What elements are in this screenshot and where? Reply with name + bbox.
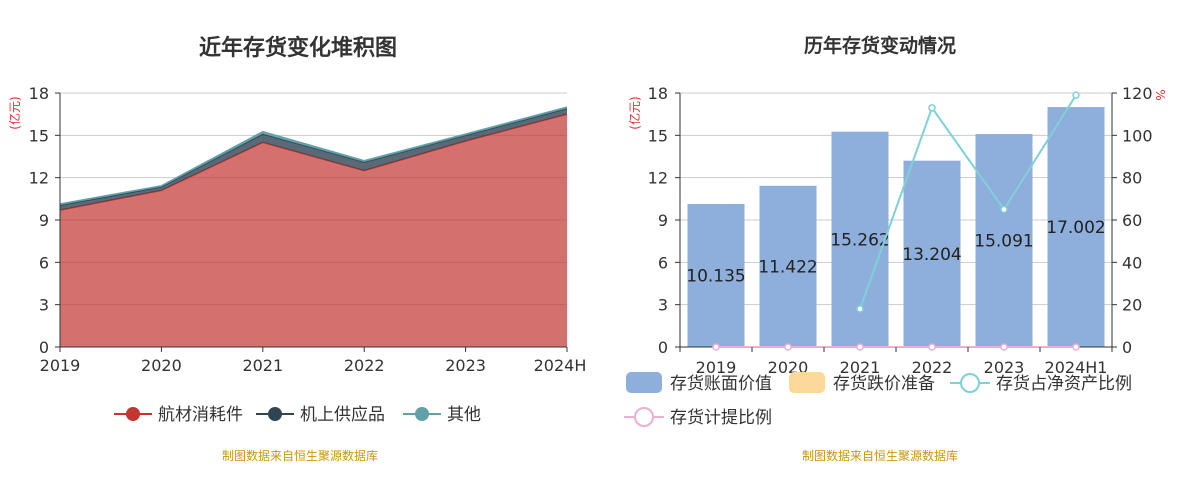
y-axis-unit: (亿元) bbox=[627, 96, 642, 129]
legend-label: 存货账面价值 bbox=[670, 374, 772, 394]
bar-value-label: 10.135 bbox=[686, 266, 745, 286]
data-source-note: 制图数据来自恒生聚源数据库 bbox=[802, 448, 958, 463]
point-net-asset-ratio bbox=[1000, 205, 1008, 214]
point-provision-ratio bbox=[1072, 343, 1080, 351]
chart-title: 历年存货变动情况 bbox=[804, 34, 956, 57]
x-tick-label: 2023 bbox=[445, 356, 486, 375]
y-tick-label: 12 bbox=[648, 169, 668, 188]
line-net-asset-ratio bbox=[859, 94, 1077, 310]
bar-inventory-book-value bbox=[903, 160, 961, 347]
bar-inventory-book-value bbox=[759, 185, 817, 347]
stacked-area-chart: 近年存货变化堆积图 (亿元) 0 3 6 9 12 15 18 2019 2020 2021 2022 2… bbox=[7, 35, 587, 463]
legend-label: 机上供应品 bbox=[300, 405, 385, 425]
x-tick-label: 2020 bbox=[141, 356, 182, 375]
bar-inventory-book-value bbox=[687, 203, 745, 347]
legend-label: 存货跌价准备 bbox=[833, 374, 935, 394]
bar-value-label: 13.204 bbox=[902, 245, 961, 265]
y-tick-label: 3 bbox=[658, 296, 668, 315]
y2-tick-label: 80 bbox=[1122, 169, 1142, 188]
y-axis-unit: (亿元) bbox=[7, 96, 22, 129]
y-tick-label: 12 bbox=[29, 169, 49, 188]
point-net-asset-ratio bbox=[1072, 91, 1080, 99]
x-tick-label: 2021 bbox=[242, 356, 283, 375]
legend-marker bbox=[960, 373, 980, 393]
x-tick-label: 2024H bbox=[534, 356, 587, 375]
y2-tick-label: 120 bbox=[1122, 84, 1153, 103]
x-tick-label: 2019 bbox=[696, 358, 737, 377]
y-tick-label: 6 bbox=[39, 253, 49, 272]
stacked-area-chart-panel: 近年存货变化堆积图 (亿元) 0 3 6 9 12 15 18 2019 2020 2021 2022 2… bbox=[0, 0, 596, 484]
y-tick-label: 15 bbox=[29, 126, 49, 145]
legend-label: 存货计提比例 bbox=[670, 408, 772, 428]
x-tick-label: 2023 bbox=[984, 358, 1025, 377]
y-tick-label: 9 bbox=[39, 211, 49, 230]
y-tick-label: 18 bbox=[648, 84, 668, 103]
y-tick-label: 6 bbox=[658, 253, 668, 272]
point-provision-ratio bbox=[784, 343, 792, 351]
legend-swatch bbox=[626, 372, 662, 393]
point-provision-ratio bbox=[856, 343, 864, 351]
y-tick-label: 9 bbox=[658, 211, 668, 230]
y2-tick-label: 0 bbox=[1122, 338, 1132, 357]
y2-tick-label: 20 bbox=[1122, 296, 1142, 315]
x-tick-label: 2022 bbox=[344, 356, 385, 375]
bar-inventory-book-value bbox=[1047, 107, 1105, 347]
x-tick-label: 2024H1 bbox=[1045, 358, 1108, 377]
bar-value-label: 15.262 bbox=[830, 230, 889, 250]
x-tick-label: 2019 bbox=[40, 356, 81, 375]
inventory-bar-line-chart: 历年存货变动情况 (亿元)% 0 3 6 9 12 15 18 0 20 40 60 80 100 120 10… bbox=[624, 34, 1167, 463]
legend-swatch bbox=[789, 372, 825, 393]
bar-value-label: 15.091 bbox=[974, 232, 1033, 252]
legend-marker bbox=[126, 407, 140, 421]
legend-label: 航材消耗件 bbox=[158, 405, 243, 425]
bar-value-label: 17.002 bbox=[1046, 218, 1105, 238]
y-tick-label: 0 bbox=[39, 338, 49, 357]
y2-tick-label: 100 bbox=[1122, 126, 1153, 145]
y-tick-label: 18 bbox=[29, 84, 49, 103]
y-tick-label: 15 bbox=[648, 126, 668, 145]
legend-marker bbox=[415, 407, 429, 421]
area-series-0 bbox=[60, 114, 567, 348]
legend-label: 其他 bbox=[447, 405, 481, 425]
bar-value-label: 11.422 bbox=[758, 257, 817, 277]
x-tick-label: 2021 bbox=[840, 358, 881, 377]
y2-axis-unit: % bbox=[1153, 89, 1167, 100]
area-series-1 bbox=[60, 108, 567, 211]
legend-marker bbox=[268, 407, 282, 421]
legend-marker bbox=[634, 407, 654, 427]
area-series-line-2 bbox=[59, 106, 568, 205]
point-provision-ratio bbox=[712, 343, 720, 351]
bar-inventory-book-value bbox=[975, 134, 1033, 347]
point-net-asset-ratio bbox=[928, 104, 936, 112]
data-source-note: 制图数据来自恒生聚源数据库 bbox=[222, 448, 378, 463]
x-tick-label: 2022 bbox=[912, 358, 953, 377]
y-tick-label: 3 bbox=[39, 296, 49, 315]
legend-label: 存货占净资产比例 bbox=[996, 374, 1132, 394]
point-provision-ratio bbox=[928, 343, 936, 351]
point-provision-ratio bbox=[1000, 343, 1008, 351]
y-tick-label: 0 bbox=[658, 338, 668, 357]
inventory-change-chart-panel: 历年存货变动情况 (亿元)% 0 3 6 9 12 15 18 0 20 40 60 80 100 120 10… bbox=[596, 0, 1193, 484]
chart-title: 近年存货变化堆积图 bbox=[199, 35, 397, 61]
point-net-asset-ratio bbox=[856, 305, 864, 313]
y2-tick-label: 60 bbox=[1122, 211, 1142, 230]
y2-tick-label: 40 bbox=[1122, 253, 1142, 272]
